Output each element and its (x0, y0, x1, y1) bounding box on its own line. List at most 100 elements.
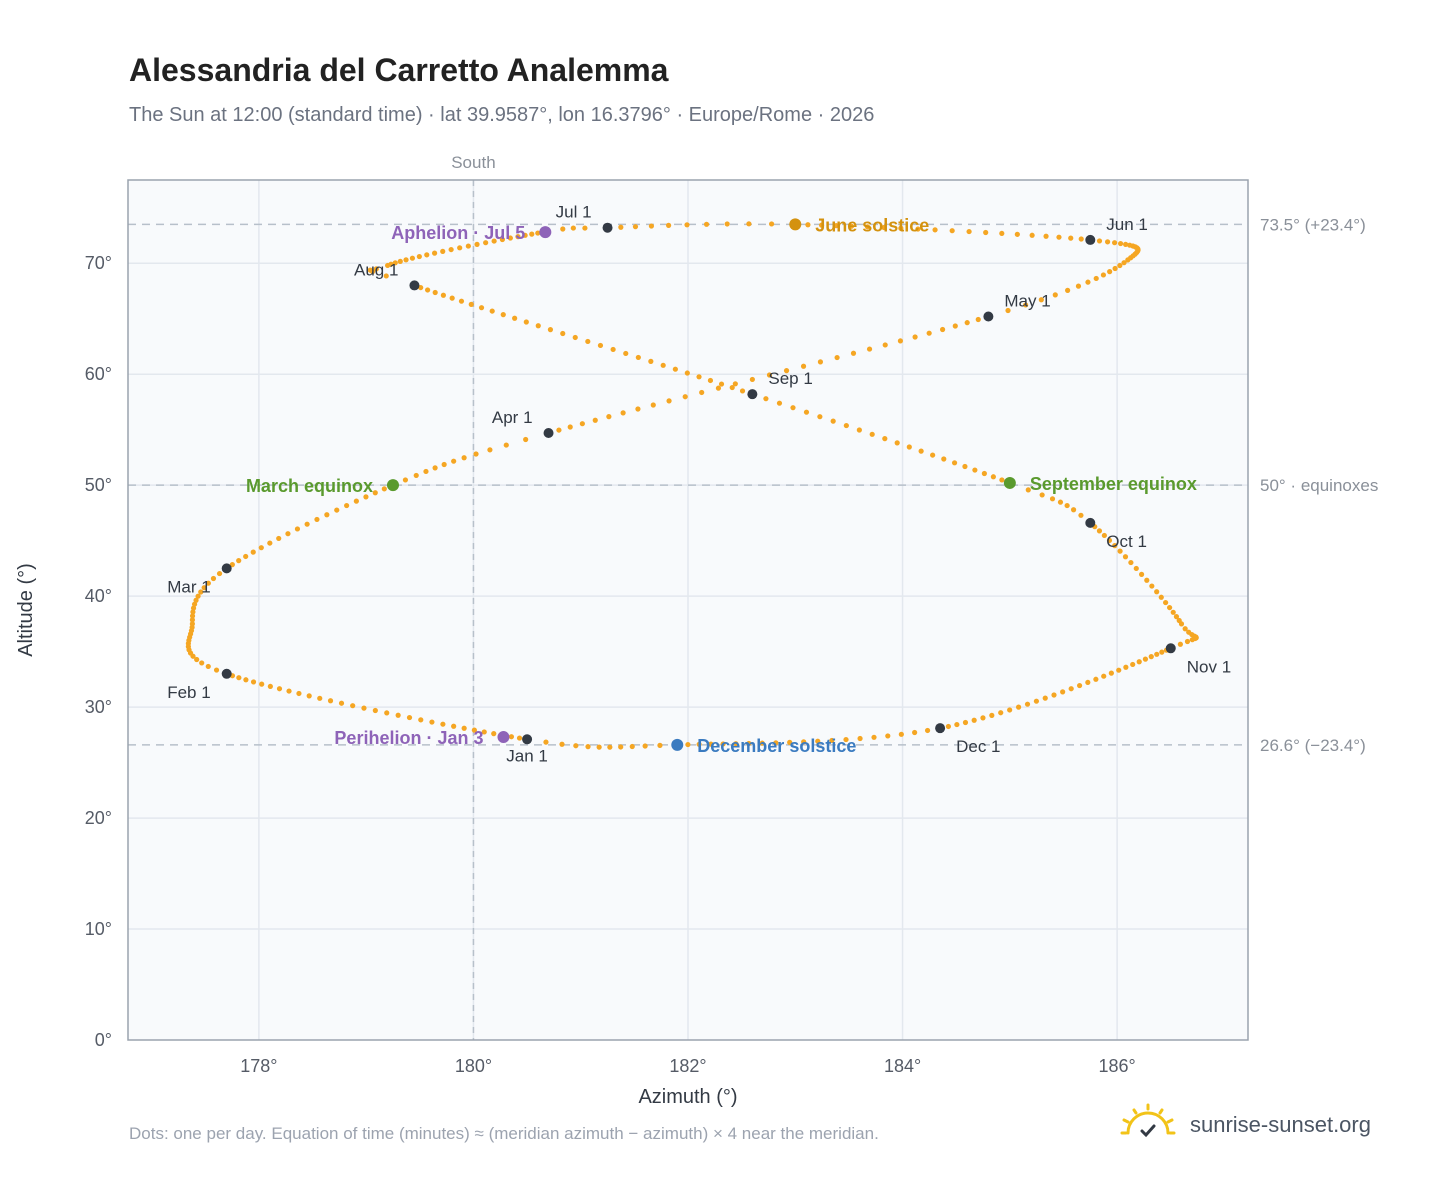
daily-sun-dot (440, 292, 446, 298)
daily-sun-dot (535, 323, 541, 329)
event-marker (789, 218, 802, 231)
daily-sun-dot (306, 693, 312, 699)
daily-sun-dot (236, 675, 242, 681)
daily-sun-dot (983, 229, 989, 236)
daily-sun-dot (696, 374, 702, 380)
daily-sun-dot (381, 486, 387, 492)
daily-sun-dot (403, 257, 409, 263)
daily-sun-dot (833, 223, 839, 229)
daily-sun-dot (317, 695, 323, 701)
daily-sun-dot (363, 494, 369, 500)
daily-sun-dot (286, 688, 292, 694)
daily-sun-dot (1070, 507, 1077, 513)
daily-sun-dot (848, 223, 855, 229)
brand-name[interactable]: sunrise-sunset.org (1190, 1112, 1371, 1137)
daily-sun-dot (815, 738, 821, 744)
daily-sun-dot (1112, 240, 1118, 246)
daily-sun-dot (707, 377, 714, 384)
daily-sun-dot (1133, 565, 1139, 572)
month-label: Jan 1 (506, 746, 548, 765)
daily-sun-dot (1068, 235, 1074, 241)
daily-sun-dot (402, 477, 409, 483)
daily-sun-dot (424, 252, 430, 258)
daily-sun-dot (1014, 231, 1020, 237)
daily-sun-dot (629, 743, 635, 750)
daily-sun-dot (843, 736, 849, 743)
daily-sun-dot (384, 710, 390, 716)
daily-sun-dot (491, 731, 497, 737)
daily-sun-dot (684, 222, 690, 228)
daily-sun-dot (1182, 626, 1188, 632)
daily-sun-dot (703, 221, 710, 227)
daily-sun-dot (869, 431, 875, 437)
daily-sun-dot (361, 705, 367, 711)
daily-sun-dot (334, 507, 340, 513)
daily-sun-dot (1052, 292, 1058, 298)
daily-sun-dot (1078, 236, 1084, 242)
daily-sun-dot (763, 396, 769, 402)
daily-sun-dot (829, 737, 835, 744)
event-label: September equinox (1030, 474, 1197, 494)
daily-sun-dot (632, 224, 639, 230)
daily-sun-dot (1127, 242, 1133, 248)
daily-sun-dot (474, 241, 480, 247)
daily-sun-dot (1042, 695, 1048, 701)
daily-sun-dot (267, 683, 273, 690)
daily-sun-dot (189, 621, 195, 627)
daily-sun-dot (817, 359, 824, 365)
daily-sun-dot (1101, 673, 1107, 679)
daily-sun-dot (1096, 528, 1103, 534)
daily-sun-dot (473, 451, 479, 457)
daily-sun-dot (344, 502, 350, 509)
daily-sun-dot (507, 235, 513, 241)
daily-sun-dot (1130, 661, 1136, 668)
reference-line-label: 26.6° (−23.4°) (1260, 736, 1366, 755)
daily-sun-dot (468, 301, 474, 307)
daily-sun-dot (1128, 559, 1134, 566)
daily-sun-dot (635, 354, 641, 361)
daily-sun-dot (999, 230, 1005, 237)
daily-sun-dot (481, 729, 487, 735)
daily-sun-dot (258, 545, 264, 551)
daily-sun-dot (720, 741, 726, 747)
daily-sun-dot (787, 739, 793, 745)
daily-sun-dot (499, 236, 505, 243)
daily-sun-dot (939, 326, 946, 333)
axis-ticks: 178° 180° 182° 184° 186° 0° 10° 20° 30° 40° 50° 60°… (85, 253, 1136, 1076)
daily-sun-dot (642, 743, 648, 749)
daily-sun-dot (618, 224, 624, 230)
daily-sun-dot (276, 535, 282, 542)
daily-sun-dot (715, 385, 722, 391)
daily-sun-dot (201, 585, 207, 591)
daily-sun-dot (749, 376, 755, 383)
daily-sun-dot (503, 442, 509, 448)
daily-sun-dot (1005, 307, 1011, 314)
daily-sun-dot (423, 468, 429, 475)
daily-sun-dot (1085, 279, 1091, 285)
daily-sun-dot (570, 225, 576, 231)
plot-frame (127, 179, 1249, 1041)
daily-sun-dot (623, 350, 629, 357)
daily-sun-dot (409, 255, 416, 261)
month-marker (522, 734, 533, 745)
brand[interactable]: sunrise-sunset.org (1120, 1102, 1371, 1148)
daily-sun-dot (294, 526, 301, 532)
y-tick-label: 70° (85, 253, 112, 273)
daily-sun-dot (193, 597, 199, 603)
daily-sun-dot (216, 570, 223, 577)
daily-sun-dot (1093, 676, 1099, 682)
daily-sun-dot (696, 741, 702, 747)
daily-sun-dot (924, 727, 931, 734)
daily-sun-dot (1023, 302, 1029, 308)
daily-sun-dot (372, 707, 378, 714)
daily-sun-dot (556, 427, 562, 433)
daily-sun-dot (990, 474, 996, 480)
month-label: Nov 1 (1187, 657, 1231, 676)
daily-sun-dot (1108, 670, 1114, 676)
reference-line-label: 73.5° (+23.4°) (1260, 215, 1366, 234)
daily-sun-dot (1112, 265, 1118, 272)
daily-sun-dot (805, 222, 811, 228)
daily-sun-dot (383, 273, 389, 279)
reference-line-label: 50° · equinoxes (1260, 476, 1378, 495)
